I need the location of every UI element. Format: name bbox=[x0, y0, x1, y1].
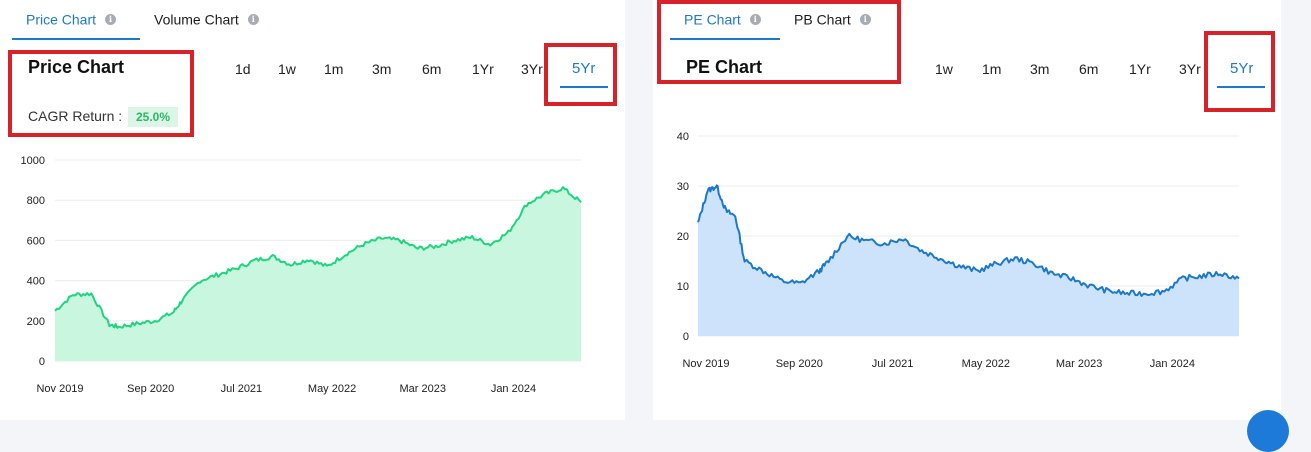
range-6m-button[interactable]: 6m bbox=[422, 61, 442, 77]
x-tick-label: Jul 2021 bbox=[221, 383, 263, 395]
tab-active-underline bbox=[670, 38, 780, 40]
range-1w-button[interactable]: 1w bbox=[935, 61, 953, 77]
series-line bbox=[697, 184, 1240, 297]
range-3m-button[interactable]: 3m bbox=[372, 61, 392, 77]
x-tick-label: Mar 2023 bbox=[1056, 358, 1102, 370]
y-tick-label: 10 bbox=[677, 281, 689, 293]
info-icon[interactable]: i bbox=[749, 13, 761, 25]
x-tick-label: Nov 2019 bbox=[682, 358, 729, 370]
y-tick-label: 20 bbox=[677, 231, 689, 243]
series-line bbox=[54, 186, 582, 329]
range-5yr-button[interactable]: 5Yr bbox=[572, 60, 596, 77]
range-active-underline bbox=[560, 86, 608, 88]
range-3yr-button[interactable]: 3Yr bbox=[1179, 61, 1201, 77]
y-tick-label: 0 bbox=[39, 356, 45, 368]
page-title: PE Chart bbox=[686, 57, 763, 77]
price-chart-panel: Price Chart i Volume Chart i Price Chart C… bbox=[0, 0, 625, 420]
x-tick-label: Sep 2020 bbox=[127, 383, 174, 395]
x-tick-label: Jul 2021 bbox=[872, 358, 914, 370]
range-1m-button[interactable]: 1m bbox=[324, 61, 344, 77]
range-3yr-button[interactable]: 3Yr bbox=[521, 61, 543, 77]
highlight-box-title bbox=[8, 50, 194, 137]
info-icon[interactable]: i bbox=[859, 13, 871, 25]
tab-volume-chart[interactable]: Volume Chart i bbox=[154, 10, 259, 27]
page-title: Price Chart bbox=[28, 57, 125, 77]
x-tick-label: Jan 2024 bbox=[491, 383, 536, 395]
tab-pe-chart[interactable]: PE Chart i bbox=[684, 10, 761, 27]
tab-pe-chart-label: PE Chart bbox=[684, 11, 741, 28]
range-5yr-button[interactable]: 5Yr bbox=[1230, 60, 1254, 77]
cagr-value-badge: 25.0% bbox=[128, 107, 179, 127]
series-area bbox=[55, 187, 581, 361]
cagr-label: CAGR Return : bbox=[28, 108, 123, 124]
x-tick-label: May 2022 bbox=[308, 383, 356, 395]
info-icon[interactable]: i bbox=[247, 13, 259, 25]
range-1yr-button[interactable]: 1Yr bbox=[1129, 61, 1151, 77]
x-tick-label: Nov 2019 bbox=[36, 383, 83, 395]
range-1d-button[interactable]: 1d bbox=[235, 61, 251, 77]
highlight-box-5yr bbox=[544, 43, 617, 106]
series-area bbox=[698, 185, 1239, 336]
range-1yr-button[interactable]: 1Yr bbox=[472, 61, 494, 77]
range-1w-button[interactable]: 1w bbox=[278, 61, 296, 77]
range-active-underline bbox=[1217, 86, 1265, 88]
range-6m-button[interactable]: 6m bbox=[1079, 61, 1099, 77]
y-tick-label: 40 bbox=[677, 131, 689, 143]
tab-price-chart-label: Price Chart bbox=[26, 11, 97, 28]
y-tick-label: 600 bbox=[27, 235, 45, 247]
tab-active-underline bbox=[12, 38, 140, 40]
y-tick-label: 0 bbox=[683, 331, 689, 343]
y-tick-label: 400 bbox=[27, 276, 45, 288]
y-tick-label: 800 bbox=[27, 195, 45, 207]
x-tick-label: Sep 2020 bbox=[776, 358, 823, 370]
range-1m-button[interactable]: 1m bbox=[982, 61, 1002, 77]
highlight-box-5yr bbox=[1204, 31, 1275, 112]
info-icon[interactable]: i bbox=[105, 13, 117, 25]
tab-volume-chart-label: Volume Chart bbox=[154, 11, 239, 28]
x-tick-label: Jan 2024 bbox=[1150, 358, 1195, 370]
highlight-box-tabs-title bbox=[657, 0, 901, 84]
y-tick-label: 1000 bbox=[21, 155, 45, 167]
x-tick-label: Mar 2023 bbox=[400, 383, 446, 395]
x-tick-label: May 2022 bbox=[962, 358, 1010, 370]
tab-price-chart[interactable]: Price Chart i bbox=[26, 10, 117, 28]
tab-pb-chart-label: PB Chart bbox=[794, 11, 851, 28]
pe-chart-panel: PE Chart i PB Chart i PE Chart 1w 1m 3m 6m… bbox=[653, 0, 1281, 420]
y-tick-label: 30 bbox=[677, 181, 689, 193]
price-chart-svg: 0 200 400 600 800 1000 Nov 2019 Sep 2020 Jul 202… bbox=[21, 155, 582, 395]
y-tick-label: 200 bbox=[27, 316, 45, 328]
tab-pb-chart[interactable]: PB Chart i bbox=[794, 10, 871, 27]
chat-fab-button[interactable] bbox=[1247, 410, 1289, 452]
range-3m-button[interactable]: 3m bbox=[1030, 61, 1050, 77]
pe-chart-svg: 0 10 20 30 40 Nov 2019 Sep 2020 Jul 2021 May 202… bbox=[677, 131, 1240, 370]
